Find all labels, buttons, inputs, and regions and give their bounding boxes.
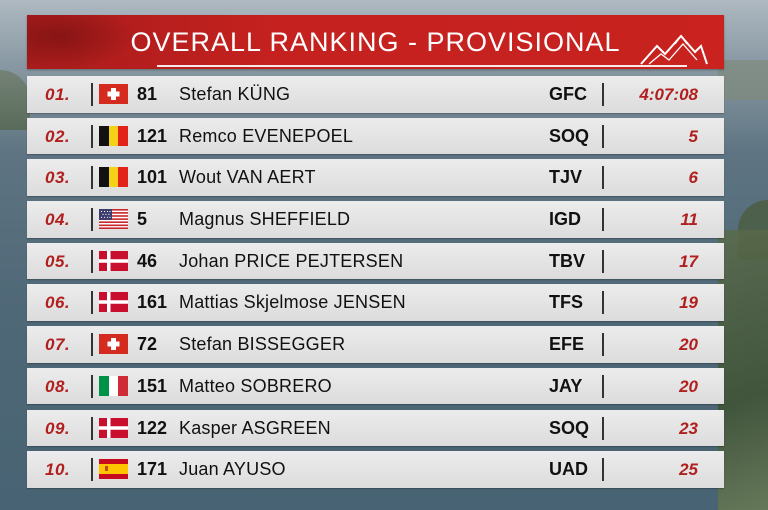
divider <box>602 166 604 190</box>
time-gap: 20 <box>679 335 698 355</box>
belgium-flag-icon <box>99 167 128 188</box>
divider <box>602 458 604 482</box>
team-code: SOQ <box>549 417 590 438</box>
divider <box>602 333 604 357</box>
bib-number: 101 <box>137 167 168 188</box>
ranking-row: 07. 72 Stefan BISSEGGER EFE 20 <box>27 326 724 363</box>
bib-number: 122 <box>137 417 168 438</box>
bib-number: 161 <box>137 292 168 313</box>
divider <box>91 416 93 440</box>
team-code: TBV <box>549 250 585 271</box>
title-underline <box>157 65 687 67</box>
divider <box>91 249 93 273</box>
divider <box>602 83 604 106</box>
rider-name: Matteo SOBRERO <box>179 375 332 396</box>
team-code: SOQ <box>549 125 590 146</box>
rider-name: Remco EVENEPOEL <box>179 125 354 146</box>
ranking-row: 01. 81 Stefan KÜNG GFC 4:07:08 <box>27 76 724 113</box>
divider <box>602 208 604 232</box>
team-code: UAD <box>549 459 588 480</box>
time-gap: 23 <box>679 418 698 438</box>
team-code: TFS <box>549 292 583 313</box>
background-hill <box>0 70 30 130</box>
time-gap: 11 <box>680 210 698 230</box>
denmark-flag-icon <box>99 292 128 313</box>
rank-position: 07. <box>45 335 71 355</box>
title-decoration <box>27 15 137 69</box>
time-gap: 4:07:08 <box>639 85 698 104</box>
divider <box>91 374 93 398</box>
team-code: GFC <box>549 84 587 104</box>
standings-table: 01. 81 Stefan KÜNG GFC 4:07:08 02. 121 Remco EV… <box>27 76 724 493</box>
ranking-row: 09. 122 Kasper ASGREEN SOQ 23 <box>27 409 724 447</box>
rider-name: Stefan BISSEGGER <box>179 334 346 355</box>
ranking-row: 08. 151 Matteo SOBRERO JAY 20 <box>27 367 724 405</box>
ranking-title-bar: OVERALL RANKING - PROVISIONAL <box>27 15 724 69</box>
time-gap: 17 <box>679 251 698 271</box>
divider <box>91 208 93 232</box>
rider-name: Magnus SHEFFIELD <box>179 209 351 230</box>
divider <box>602 374 604 398</box>
bib-number: 81 <box>137 84 158 104</box>
usa-flag-icon <box>99 209 128 230</box>
switzerland-flag-icon <box>99 84 128 104</box>
divider <box>91 83 93 106</box>
time-gap: 20 <box>679 376 698 396</box>
denmark-flag-icon <box>99 250 128 271</box>
rank-position: 09. <box>45 418 71 438</box>
divider <box>602 249 604 273</box>
rank-position: 10. <box>45 460 71 480</box>
time-gap: 6 <box>688 168 698 188</box>
ranking-row: 06. 161 Mattias Skjelmose JENSEN TFS 19 <box>27 284 724 322</box>
ranking-row: 02. 121 Remco EVENEPOEL SOQ 5 <box>27 117 724 155</box>
team-code: EFE <box>549 334 585 355</box>
mountain-icon <box>640 34 708 65</box>
bib-number: 46 <box>137 250 158 271</box>
divider <box>91 458 93 482</box>
rank-position: 01. <box>45 85 71 104</box>
ranking-row: 03. 101 Wout VAN AERT TJV 6 <box>27 159 724 196</box>
ranking-row: 04. 5 Magnus SHEFFIELD IGD 11 <box>27 201 724 238</box>
divider <box>91 124 93 148</box>
bib-number: 5 <box>137 209 148 230</box>
rank-position: 06. <box>45 293 71 313</box>
bib-number: 72 <box>137 334 158 355</box>
bib-number: 151 <box>137 375 168 396</box>
rider-name: Juan AYUSO <box>179 459 286 480</box>
divider <box>91 166 93 190</box>
time-gap: 25 <box>679 460 698 480</box>
rank-position: 04. <box>45 210 71 230</box>
rank-position: 03. <box>45 168 71 188</box>
team-code: JAY <box>549 375 583 396</box>
rider-name: Kasper ASGREEN <box>179 417 331 438</box>
italy-flag-icon <box>99 375 128 396</box>
rider-name: Johan PRICE PEJTERSEN <box>179 250 404 271</box>
divider <box>602 416 604 440</box>
bib-number: 121 <box>137 125 168 146</box>
spain-flag-icon <box>99 459 128 480</box>
denmark-flag-icon <box>99 417 128 438</box>
divider <box>91 333 93 357</box>
bib-number: 171 <box>137 459 168 480</box>
ranking-row: 05. 46 Johan PRICE PEJTERSEN TBV 17 <box>27 242 724 280</box>
divider <box>91 291 93 315</box>
background-vegetation <box>718 230 768 510</box>
rider-name: Mattias Skjelmose JENSEN <box>179 292 406 313</box>
switzerland-flag-icon <box>99 334 128 355</box>
ranking-row: 10. 171 Juan AYUSO UAD 25 <box>27 451 724 488</box>
divider <box>602 291 604 315</box>
team-code: TJV <box>549 167 583 188</box>
team-code: IGD <box>549 209 582 230</box>
divider <box>602 124 604 148</box>
rider-name: Wout VAN AERT <box>179 167 316 188</box>
ranking-title: OVERALL RANKING - PROVISIONAL <box>130 27 621 57</box>
rider-name: Stefan KÜNG <box>179 84 291 104</box>
time-gap: 5 <box>688 126 698 146</box>
belgium-flag-icon <box>99 125 128 146</box>
background-shore <box>718 60 768 100</box>
time-gap: 19 <box>679 293 698 313</box>
rank-position: 08. <box>45 376 71 396</box>
rank-position: 02. <box>45 126 71 146</box>
rank-position: 05. <box>45 251 71 271</box>
